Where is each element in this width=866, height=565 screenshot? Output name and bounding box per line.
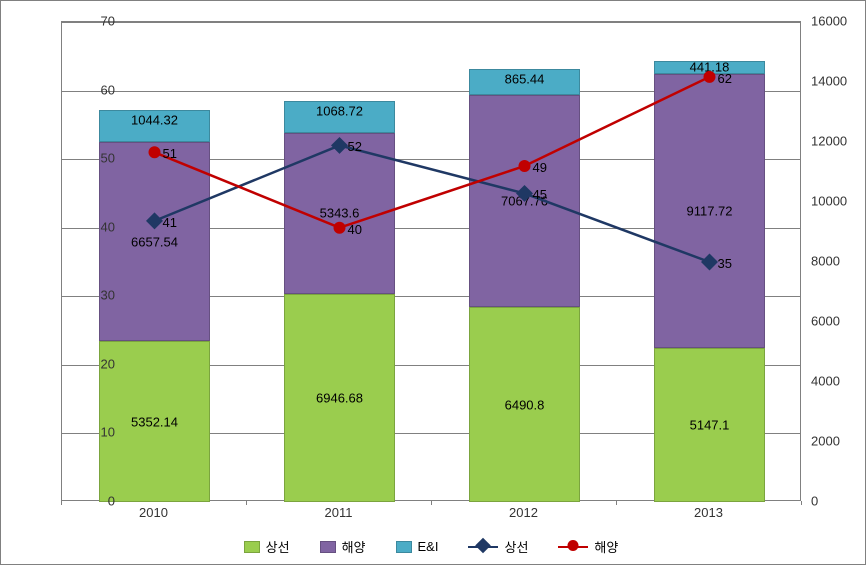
line-value-label: 49 [533,160,547,175]
line-marker [331,137,348,154]
x-tick [616,501,617,505]
y-right-tick-label: 16000 [811,14,861,29]
line-value-label: 51 [163,146,177,161]
line-해양 [155,77,710,228]
legend-label: 해양 [342,537,366,556]
line-value-label: 45 [533,187,547,202]
y-right-tick-label: 2000 [811,434,861,449]
legend-label: 해양 [594,537,618,556]
line-marker [146,212,163,229]
y-right-tick-label: 12000 [811,134,861,149]
legend-label: E&I [418,539,439,554]
line-marker [334,222,346,234]
y-right-tick-label: 4000 [811,374,861,389]
legend-item: 해양 [558,537,618,556]
line-value-label: 62 [718,71,732,86]
plot-area: 5352.146657.541044.326946.685343.61068.7… [61,21,801,501]
legend-swatch [396,541,412,553]
chart-container: 5352.146657.541044.326946.685343.61068.7… [0,0,866,565]
line-marker [704,71,716,83]
x-tick [801,501,802,505]
legend-item: E&I [396,537,439,556]
y-right-tick-label: 6000 [811,314,861,329]
legend-item: 상선 [468,537,528,556]
x-tick [61,501,62,505]
x-tick-label: 2012 [509,505,538,520]
legend-line-swatch [468,540,498,554]
legend-swatch [320,541,336,553]
line-layer [62,22,800,500]
x-tick-label: 2010 [139,505,168,520]
x-tick [246,501,247,505]
line-value-label: 41 [163,215,177,230]
x-tick-label: 2011 [325,505,353,520]
legend-label: 상선 [504,537,528,556]
y-right-tick-label: 8000 [811,254,861,269]
line-marker [516,185,533,202]
line-상선 [155,145,710,262]
legend-line-swatch [558,540,588,554]
y-right-tick-label: 10000 [811,194,861,209]
line-marker [701,254,718,271]
y-right-tick-label: 0 [811,494,861,509]
y-right-tick-label: 14000 [811,74,861,89]
legend-item: 상선 [244,537,290,556]
legend-swatch [244,541,260,553]
line-marker [149,146,161,158]
line-value-label: 52 [348,139,362,154]
legend: 상선 해양 E&I 상선 해양 [61,537,801,556]
line-value-label: 35 [718,256,732,271]
legend-label: 상선 [266,537,290,556]
legend-item: 해양 [320,537,366,556]
line-value-label: 40 [348,222,362,237]
x-tick [431,501,432,505]
x-tick-label: 2013 [694,505,723,520]
line-marker [519,160,531,172]
